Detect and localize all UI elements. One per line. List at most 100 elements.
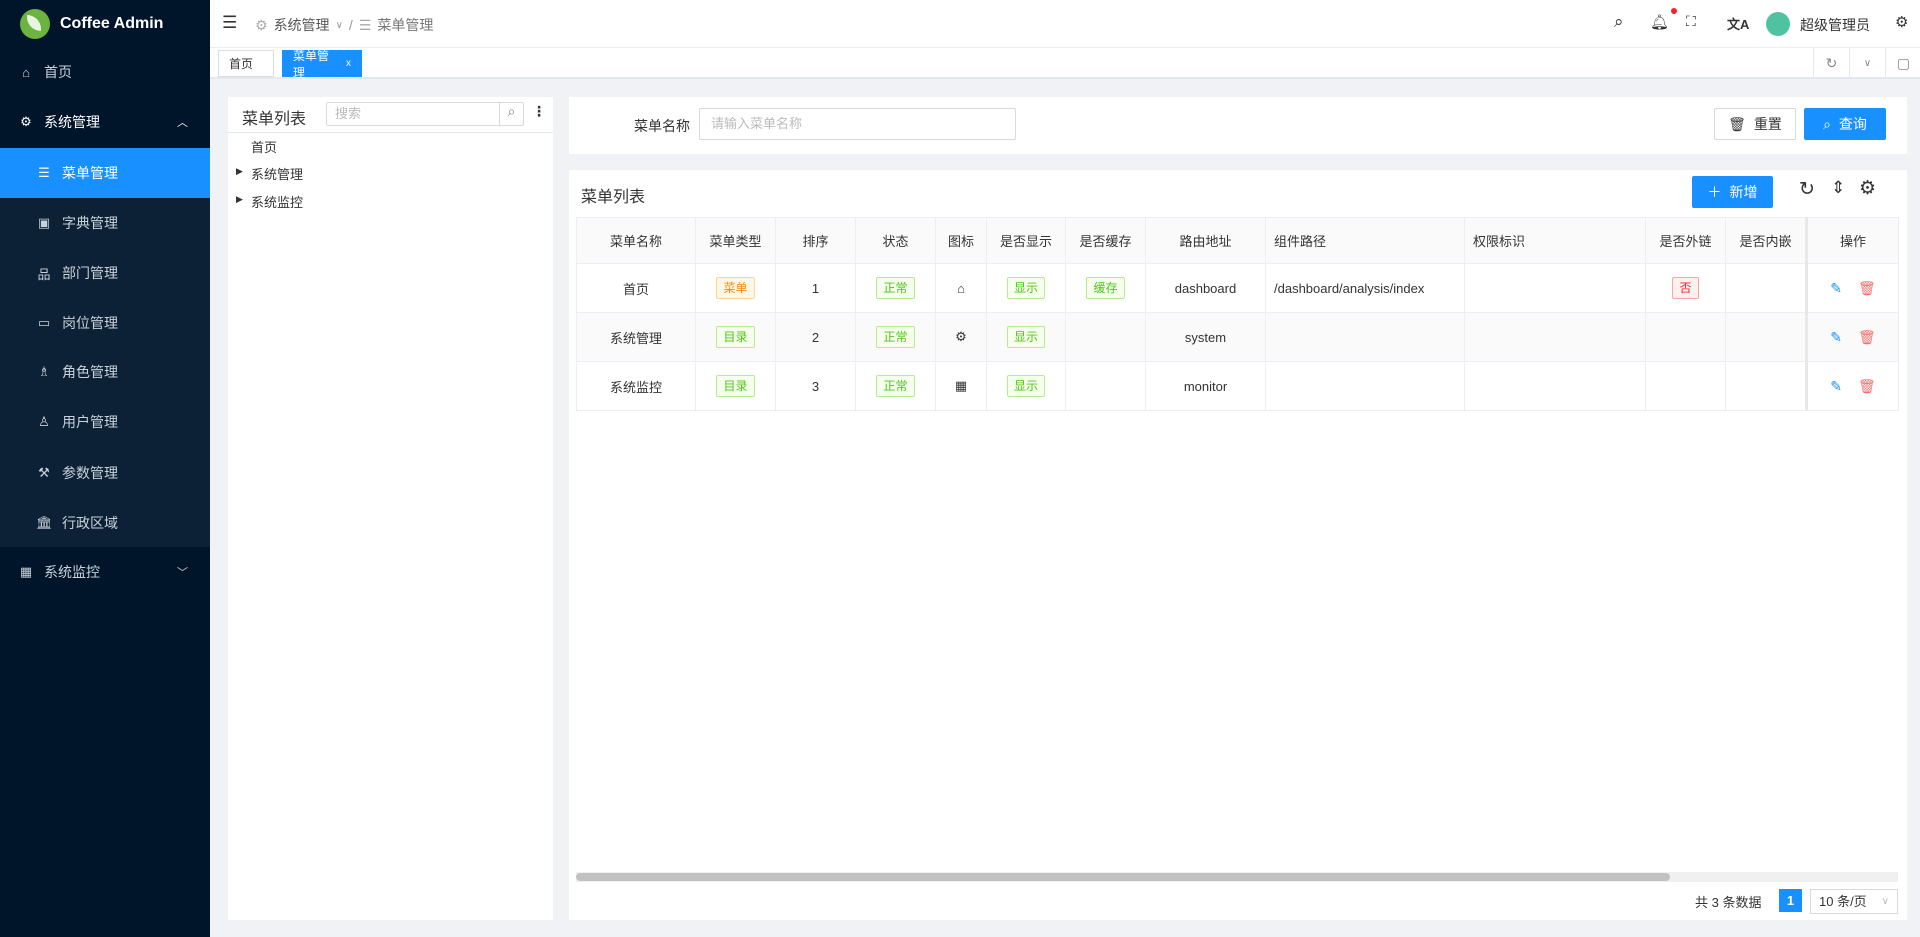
table-header: 菜单名称 菜单类型 排序 状态 图标 是否显示 是否缓存 路由地址 组件路径 权… [576,217,1899,264]
delete-icon[interactable]: 🗑︎ [1857,279,1876,296]
cell-embed [1725,312,1807,362]
plus-icon: ＋ [1707,184,1722,200]
sidebar-item-label: 部门管理 [62,265,118,281]
translate-icon[interactable]: 文A [1727,17,1750,32]
column-header: 操作 [1805,217,1899,264]
logo[interactable]: Coffee Admin [0,0,210,48]
tab-bar: 首页 菜单管理 x ↻ ∨ ▢ [210,48,1920,80]
cell-component [1265,361,1465,411]
visible-tag: 显示 [1006,375,1045,397]
table-row[interactable]: 系统管理 目录 2 正常 ⚙ 显示 system ✎ 🗑︎ [576,312,1899,362]
external-tag: 否 [1672,277,1699,299]
page-1-button[interactable]: 1 [1779,889,1802,912]
reset-button[interactable]: 🗑︎ 重置 [1714,108,1796,140]
button-label: 新增 [1729,184,1758,200]
bell-icon[interactable]: 🔔︎ [1650,14,1670,31]
sidebar-item-region[interactable]: 🏛 行政区域 [0,498,210,548]
username[interactable]: 超级管理员 [1800,17,1870,33]
density-icon[interactable]: ⇕ [1831,178,1846,197]
tree-node[interactable]: 系统监控 [251,195,304,210]
fullscreen-icon[interactable]: ⛶ [1686,13,1696,29]
chevron-down-icon: ﹀ [177,567,188,579]
column-settings-icon[interactable]: ⚙ [1859,178,1877,199]
table-title: 菜单列表 [581,189,646,206]
menu-type-tag: 目录 [716,326,755,348]
cell-component: /dashboard/analysis/index [1265,263,1465,313]
sidebar-item-menu[interactable]: ☰ 菜单管理 [0,148,210,198]
sidebar-item-dict[interactable]: ▣ 字典管理 [0,198,210,248]
maximize-icon[interactable]: ▢ [1885,48,1920,79]
table-row[interactable]: 系统监控 目录 3 正常 ▦ 显示 monitor ✎ 🗑︎ [576,361,1899,411]
settings-icon[interactable]: ⚙ [1895,14,1909,31]
page-size-select[interactable]: 10 条/页 ∨ [1810,889,1898,914]
sidebar-item-user[interactable]: ♙ 用户管理 [0,397,210,447]
tab-menu[interactable]: 菜单管理 x [282,49,362,80]
header: ☰ ⚙ 系统管理 ∨ / ☰ 菜单管理 ⌕ 🔔︎ ⛶ 文A 超级管理员 ⚙ [210,0,1920,48]
caret-right-icon[interactable]: ▶ [236,166,243,176]
tab-label: 首页 [229,57,254,71]
cell-sort: 1 [775,263,856,313]
delete-icon[interactable]: 🗑︎ [1857,377,1876,394]
caret-right-icon[interactable]: ▶ [236,194,243,204]
tab-home[interactable]: 首页 [218,50,274,77]
column-header: 菜单类型 [695,217,776,264]
status-tag: 正常 [876,277,915,299]
page-size-value: 10 条/页 [1819,894,1867,909]
sidebar-item-label: 行政区域 [62,515,118,531]
search-panel: 菜单名称 请输入菜单名称 🗑︎ 重置 ⌕ 查询 [569,97,1907,154]
delete-icon[interactable]: 🗑︎ [1857,328,1876,345]
cell-embed [1725,263,1807,313]
button-label: 查询 [1838,116,1867,132]
close-icon[interactable]: x [346,58,351,69]
query-button[interactable]: ⌕ 查询 [1804,108,1886,140]
sidebar-item-post[interactable]: ▭ 岗位管理 [0,298,210,348]
menu-type-tag: 菜单 [716,277,755,299]
chevron-down-icon[interactable]: ∨ [1849,48,1885,79]
search-placeholder: 搜索 [335,106,362,121]
menu-fold-icon[interactable]: ☰ [222,13,238,32]
edit-icon[interactable]: ✎ [1830,328,1842,345]
logo-icon [20,9,50,39]
sidebar-item-param[interactable]: ⚒ 参数管理 [0,448,210,498]
menu-type-tag: 目录 [716,375,755,397]
refresh-icon[interactable]: ↻ [1799,179,1815,200]
more-icon[interactable]: ⋮ [532,103,546,119]
cache-tag: 缓存 [1086,277,1125,299]
cell-component [1265,312,1465,362]
menu-name-input[interactable]: 请输入菜单名称 [699,108,1016,140]
id-card-icon: ▭ [37,315,51,330]
sidebar-item-system[interactable]: ⚙ 系统管理 ︿ [0,97,210,147]
sidebar-item-role[interactable]: ♗ 角色管理 [0,347,210,397]
cell-perm [1464,263,1646,313]
refresh-icon[interactable]: ↻ [1813,48,1849,79]
tree-node[interactable]: 首页 [251,140,278,155]
cell-path: monitor [1145,361,1266,411]
scrollbar-thumb[interactable] [576,873,1670,881]
search-icon[interactable]: ⌕ [1614,12,1624,31]
sidebar-item-monitor[interactable]: ▦ 系统监控 ﹀ [0,547,210,597]
edit-icon[interactable]: ✎ [1830,279,1842,296]
cell-path: system [1145,312,1266,362]
status-tag: 正常 [876,326,915,348]
chevron-down-icon: ∨ [1881,896,1889,907]
sidebar-item-home[interactable]: ⌂ 首页 [0,47,210,97]
table-row[interactable]: 首页 菜单 1 正常 ⌂ 显示 缓存 dashboard /dashboard/… [576,263,1899,313]
add-button[interactable]: ＋ 新增 [1692,176,1773,208]
breadcrumb-item[interactable]: 系统管理 [273,17,330,33]
cell-path: dashboard [1145,263,1266,313]
column-header: 组件路径 [1265,217,1465,264]
tree-search-input[interactable]: 搜索 ⌕ [326,102,524,126]
cell-perm [1464,361,1646,411]
home-icon: ⌂ [22,64,30,80]
avatar[interactable] [1766,12,1790,36]
edit-icon[interactable]: ✎ [1830,377,1842,394]
horizontal-scrollbar[interactable] [576,872,1898,882]
tree-node[interactable]: 系统管理 [251,167,304,182]
input-placeholder: 请输入菜单名称 [711,116,803,131]
gear-icon: ⚙ [20,114,32,129]
sidebar-item-dept[interactable]: 品部门管理 [0,248,210,298]
cell-sort: 3 [775,361,856,411]
tab-label: 菜单管理 [293,48,330,80]
search-icon[interactable]: ⌕ [499,103,523,125]
cell-sort: 2 [775,312,856,362]
